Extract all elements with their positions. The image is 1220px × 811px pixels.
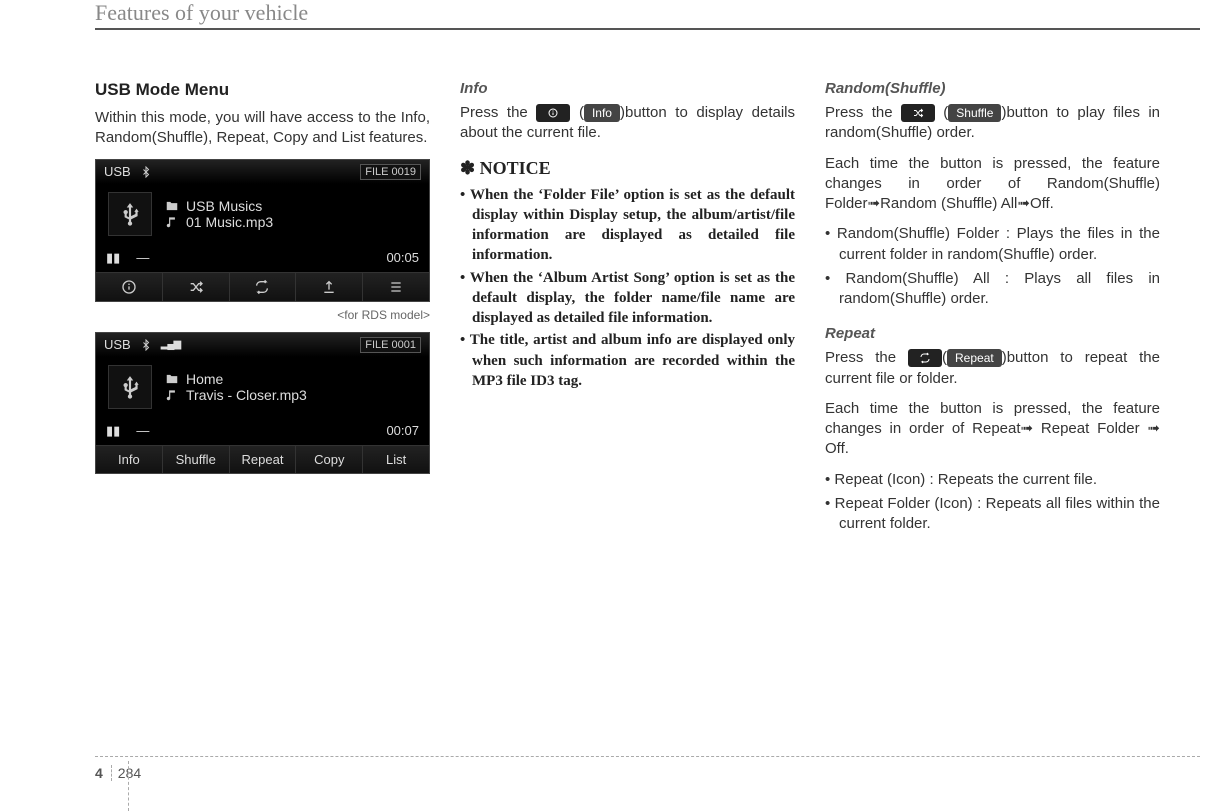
shuffle-tab-icon — [163, 273, 230, 301]
repeat-subheading: Repeat — [825, 325, 1160, 342]
music-note-icon — [164, 215, 180, 229]
music-note-icon — [164, 388, 180, 402]
folder-icon — [164, 372, 180, 386]
repeat-tab: Repeat — [230, 446, 297, 473]
mock1-time: 00:05 — [386, 250, 419, 265]
page-header: Features of your vehicle — [95, 0, 308, 26]
notice-heading: ✽ NOTICE — [460, 158, 795, 179]
chapter-number: 4 — [95, 765, 112, 781]
shuffle-dark-icon — [901, 104, 935, 122]
footer-rule — [95, 756, 1200, 757]
progress-dash: — — [136, 423, 149, 438]
info-subheading: Info — [460, 80, 795, 97]
column-3: Random(Shuffle) Press the (Shuffle)butto… — [825, 80, 1160, 538]
usb-mode-intro: Within this mode, you will have access t… — [95, 108, 430, 149]
progress-dash: — — [136, 250, 149, 265]
mock2-track: Travis - Closer.mp3 — [186, 387, 307, 403]
mock2-time: 00:07 — [386, 423, 419, 438]
column-2: Info Press the (Info)button to display d… — [460, 80, 795, 538]
pause-icon: ▮▮ — [106, 250, 120, 266]
mock2-track-line: Travis - Closer.mp3 — [164, 387, 307, 403]
mock1-tabs — [96, 272, 429, 301]
repeat-tab-icon — [230, 273, 297, 301]
signal-icon: ▂▄▆ — [161, 339, 180, 350]
mock1-track-line: 01 Music.mp3 — [164, 214, 273, 230]
repeat-button-label: Repeat — [947, 349, 1002, 367]
copy-tab: Copy — [296, 446, 363, 473]
info-dark-icon — [536, 104, 570, 122]
repeat-p1: Press the (Repeat)button to repeat the c… — [825, 348, 1160, 389]
random-p2: Each time the button is pressed, the fea… — [825, 154, 1160, 215]
mock2-folder-line: Home — [164, 371, 307, 387]
header-rule — [95, 28, 1200, 30]
mock2-topbar: USB ▂▄▆ FILE 0001 — [96, 333, 429, 357]
footer-page: 4 284 — [95, 765, 141, 781]
bluetooth-icon — [139, 339, 153, 351]
usb-screenshot-rds: USB FILE 0019 USB Musics 01 Mu — [95, 159, 430, 302]
content-area: USB Mode Menu Within this mode, you will… — [95, 80, 1160, 538]
mock1-folder: USB Musics — [186, 198, 262, 214]
bluetooth-icon — [139, 166, 153, 178]
mock2-tabs: Info Shuffle Repeat Copy List — [96, 445, 429, 473]
notice-item-2: When the ‘Album Artist Song’ option is s… — [460, 268, 795, 329]
repeat-bullets: Repeat (Icon) : Repeats the current file… — [825, 470, 1160, 535]
notice-item-1: When the ‘Folder File’ option is set as … — [460, 185, 795, 266]
mock2-folder: Home — [186, 371, 223, 387]
mock2-label: USB — [104, 337, 131, 352]
mock1-file-badge: FILE 0019 — [360, 164, 421, 180]
info-tab-icon — [96, 273, 163, 301]
folder-icon — [164, 199, 180, 213]
repeat-dark-icon — [908, 349, 942, 367]
repeat-bullet-1: Repeat (Icon) : Repeats the current file… — [825, 470, 1160, 490]
usb-screenshot-2: USB ▂▄▆ FILE 0001 Home — [95, 332, 430, 474]
mock2-file-badge: FILE 0001 — [360, 337, 421, 353]
list-tab: List — [363, 446, 429, 473]
mock1-folder-line: USB Musics — [164, 198, 273, 214]
random-bullet-1: Random(Shuffle) Folder : Plays the files… — [825, 224, 1160, 265]
mock1-track: 01 Music.mp3 — [186, 214, 273, 230]
column-1: USB Mode Menu Within this mode, you will… — [95, 80, 430, 538]
footer-vdash — [128, 761, 129, 811]
random-bullets: Random(Shuffle) Folder : Plays the files… — [825, 224, 1160, 309]
pause-icon: ▮▮ — [106, 423, 120, 439]
info-paragraph: Press the (Info)button to display detail… — [460, 103, 795, 144]
mock1-topbar: USB FILE 0019 — [96, 160, 429, 184]
repeat-bullet-2: Repeat Folder (Icon) : Repeats all files… — [825, 494, 1160, 535]
usb-mode-menu-heading: USB Mode Menu — [95, 80, 430, 100]
rds-caption: <for RDS model> — [95, 308, 430, 322]
list-tab-icon — [363, 273, 429, 301]
usb-icon — [108, 365, 152, 409]
random-p1: Press the (Shuffle)button to play files … — [825, 103, 1160, 144]
random-bullet-2: Random(Shuffle) All : Plays all files in… — [825, 269, 1160, 310]
page-number: 284 — [118, 765, 141, 781]
repeat-p2: Each time the button is pressed, the fea… — [825, 399, 1160, 460]
random-text-a: Press the — [825, 104, 901, 121]
info-button-label: Info — [584, 104, 620, 122]
notice-list: When the ‘Folder File’ option is set as … — [460, 185, 795, 392]
info-tab: Info — [96, 446, 163, 473]
shuffle-tab: Shuffle — [163, 446, 230, 473]
copy-tab-icon — [296, 273, 363, 301]
shuffle-button-label: Shuffle — [948, 104, 1001, 122]
repeat-text-a: Press the — [825, 349, 908, 366]
usb-icon — [108, 192, 152, 236]
mock1-label: USB — [104, 164, 131, 179]
info-text-a: Press the — [460, 104, 536, 121]
notice-item-3: The title, artist and album info are dis… — [460, 330, 795, 391]
random-subheading: Random(Shuffle) — [825, 80, 1160, 97]
